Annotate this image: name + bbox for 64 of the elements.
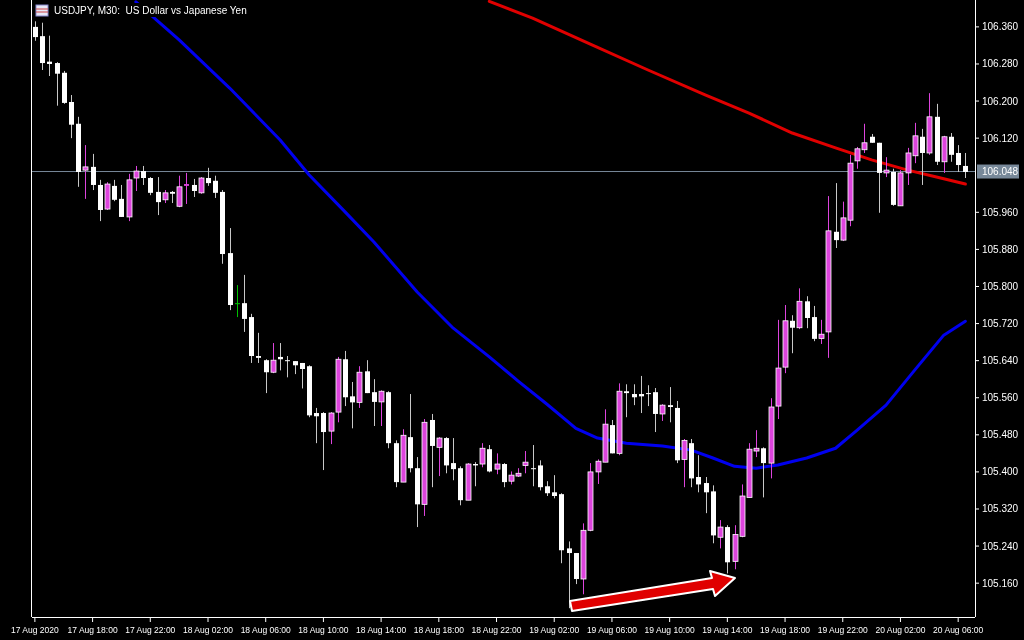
- candlestick: [668, 386, 673, 423]
- x-tick-label: 20 Aug 02:00: [875, 625, 926, 635]
- candlestick: [256, 332, 261, 364]
- candlestick: [285, 355, 290, 378]
- x-tick-label: 19 Aug 14:00: [702, 625, 753, 635]
- candlestick: [538, 459, 543, 491]
- x-tick-label: 19 Aug 10:00: [644, 625, 695, 635]
- y-tick-label: 105.880: [982, 243, 1019, 255]
- y-tick-label: 105.160: [982, 577, 1019, 589]
- y-tick-label: 106.280: [982, 58, 1019, 70]
- y-tick-label: 105.560: [982, 392, 1019, 404]
- text: USDJPY, M30: US Dollar vs Japanese Yen: [54, 5, 247, 16]
- x-tick-label: 18 Aug 02:00: [182, 625, 234, 635]
- x-tick-label: 19 Aug 02:00: [529, 625, 580, 635]
- line-series: [487, 0, 967, 186]
- candlestick: [184, 172, 189, 205]
- candlestick: [451, 437, 456, 481]
- candlestick: [696, 454, 701, 493]
- x-tick-label: 17 Aug 22:00: [125, 625, 176, 635]
- candlestick: [365, 359, 370, 394]
- y-tick-label: 105.720: [982, 318, 1019, 330]
- x-tick-label: 17 Aug 2020: [11, 625, 60, 635]
- candlestick: [531, 444, 536, 487]
- x-tick-label: 20 Aug 06:00: [933, 625, 984, 635]
- candlestick: [119, 184, 124, 218]
- candlestick: [963, 152, 968, 179]
- candlestick: [567, 540, 572, 609]
- x-tick-label: 19 Aug 06:00: [586, 625, 638, 635]
- ref-line-label: 106.048: [982, 166, 1019, 178]
- x-tick-label: 17 Aug 18:00: [67, 625, 118, 635]
- x-tick-label: 19 Aug 18:00: [760, 625, 811, 635]
- y-tick-label: 105.480: [982, 429, 1019, 441]
- candlestick: [300, 362, 305, 389]
- candlestick: [55, 61, 60, 107]
- x-tick-label: 18 Aug 14:00: [356, 625, 407, 635]
- candlestick: [213, 175, 218, 199]
- x-tick-label: 18 Aug 06:00: [240, 625, 292, 635]
- y-tick-label: 105.640: [982, 355, 1019, 367]
- y-tick-label: 106.360: [982, 21, 1019, 33]
- x-tick-label: 18 Aug 22:00: [471, 625, 522, 635]
- candlestick: [956, 144, 961, 173]
- candlestick: [646, 384, 651, 407]
- x-tick-label: 18 Aug 10:00: [298, 625, 349, 635]
- y-tick-label: 105.320: [982, 503, 1019, 515]
- candlestick: [314, 407, 319, 444]
- y-tick-label: 105.800: [982, 280, 1019, 292]
- candlestick: [235, 284, 240, 318]
- candlestick: [522, 450, 529, 474]
- x-tick-label: 18 Aug 18:00: [413, 625, 465, 635]
- candlestick: [321, 411, 326, 471]
- y-tick-label: 105.960: [982, 206, 1019, 218]
- candlestick: [552, 474, 557, 499]
- candlestick: [805, 295, 810, 329]
- candlestick: [148, 176, 153, 196]
- candlestick: [632, 383, 637, 406]
- candlestick: [242, 274, 247, 333]
- y-tick-label: 105.240: [982, 540, 1019, 552]
- candlestick: [69, 94, 74, 139]
- candlestick: [704, 476, 709, 514]
- x-tick-label: 19 Aug 22:00: [817, 625, 869, 635]
- y-tick-label: 106.200: [982, 95, 1019, 107]
- y-tick-label: 105.400: [982, 466, 1019, 478]
- candlestick: [91, 153, 96, 191]
- y-tick-label: 106.120: [982, 132, 1019, 144]
